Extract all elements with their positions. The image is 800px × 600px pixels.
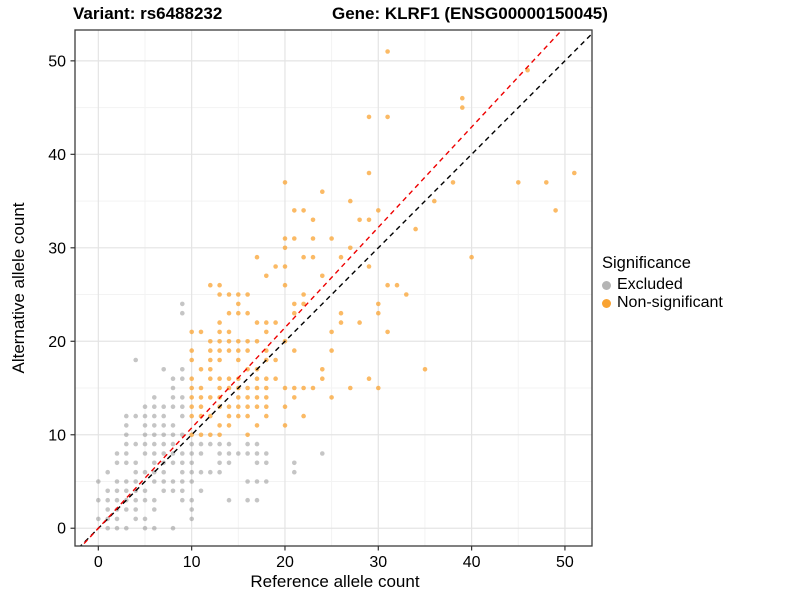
gene-title: Gene: KLRF1 (ENSG00000150045) bbox=[332, 4, 608, 23]
svg-text:40: 40 bbox=[48, 147, 66, 164]
legend-item-label: Excluded bbox=[617, 276, 683, 293]
svg-text:10: 10 bbox=[183, 554, 201, 571]
legend-title: Significance bbox=[602, 254, 691, 272]
svg-text:20: 20 bbox=[48, 334, 66, 351]
non-significant-dot-icon bbox=[602, 298, 611, 308]
x-axis-title: Reference allele count bbox=[250, 572, 420, 591]
svg-text:20: 20 bbox=[276, 554, 294, 571]
y-axis-title: Alternative allele count bbox=[9, 202, 28, 374]
identity-line bbox=[79, 32, 592, 546]
axis-ticks bbox=[70, 60, 566, 551]
variant-title: Variant: rs6488232 bbox=[73, 4, 223, 23]
svg-text:0: 0 bbox=[94, 554, 103, 571]
excluded-dot-icon bbox=[602, 280, 611, 290]
svg-text:50: 50 bbox=[48, 53, 66, 70]
non-significant-points bbox=[189, 49, 577, 438]
svg-text:50: 50 bbox=[556, 554, 574, 571]
x-tick-labels: 0 10 20 30 40 50 bbox=[94, 554, 574, 571]
legend-item-label: Non-significant bbox=[617, 294, 723, 311]
excluded-points bbox=[96, 301, 325, 531]
y-tick-labels: 0 10 20 30 40 50 bbox=[48, 53, 66, 537]
svg-text:30: 30 bbox=[369, 554, 387, 571]
svg-text:40: 40 bbox=[463, 554, 481, 571]
legend-item-non-significant: Non-significant bbox=[602, 294, 723, 312]
legend-item-excluded: Excluded bbox=[602, 276, 723, 294]
grid-minor bbox=[75, 30, 592, 546]
svg-text:10: 10 bbox=[48, 427, 66, 444]
svg-text:30: 30 bbox=[48, 240, 66, 257]
legend: Significance Excluded Non-significant bbox=[602, 254, 723, 312]
svg-text:0: 0 bbox=[57, 521, 66, 538]
grid-major bbox=[75, 30, 592, 546]
panel-background bbox=[75, 30, 592, 546]
panel-border bbox=[74, 29, 593, 547]
reference-lines bbox=[79, 30, 592, 546]
